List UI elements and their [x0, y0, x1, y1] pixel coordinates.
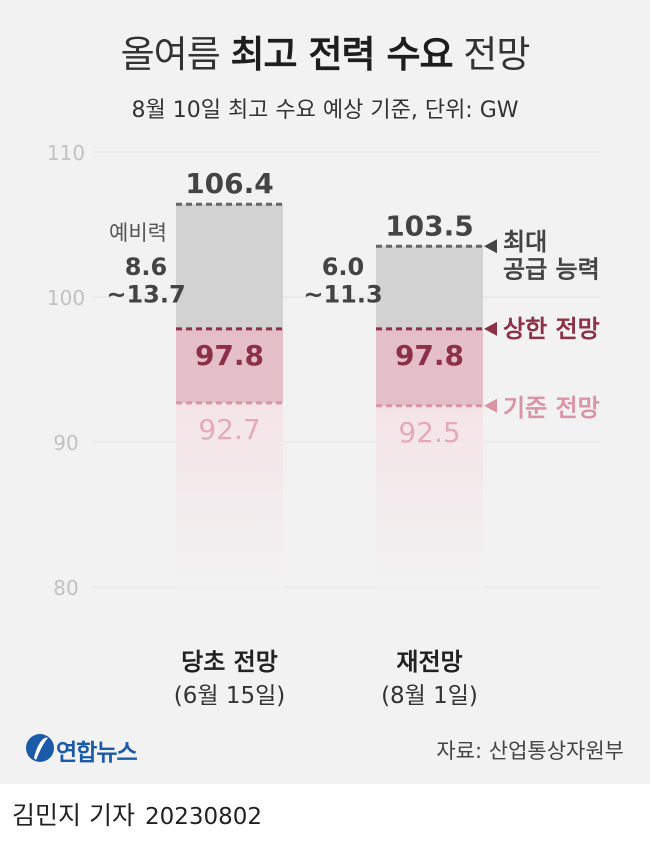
byline: 김민지 기자 20230802: [12, 796, 262, 832]
y-tick-80: 80: [53, 576, 78, 600]
title-part1: 올여름: [120, 33, 231, 76]
supply-bar-0: [176, 204, 283, 329]
title-part2: 전망: [452, 33, 530, 76]
upper-value-0: 97.8: [195, 339, 264, 372]
legend-marker-1: [484, 321, 497, 336]
category-period-1: (8월 1일): [381, 683, 478, 709]
base-bar-1: [376, 405, 483, 587]
reserve-value-1: 6.0 ~11.3: [303, 253, 382, 309]
y-tick-100: 100: [47, 286, 85, 310]
supply-value-1: 103.5: [385, 209, 474, 242]
base-value-0: 92.7: [198, 413, 260, 446]
yonhap-logo-text: 연합뉴스: [56, 740, 138, 766]
base-bar-0: [176, 402, 283, 587]
yonhap-logo-icon: [26, 734, 54, 762]
upper-value-1: 97.8: [395, 339, 464, 372]
data-source: 자료: 산업통상자원부: [436, 739, 624, 763]
chart-title: 올여름 최고 전력 수요 전망: [0, 24, 650, 78]
legend-marker-0: [484, 239, 497, 254]
infographic-card: [0, 0, 650, 784]
bar-chart: 110 100 90 80 106.4 97.8 92.7 당초 전망 (6월 15일) 103.…: [47, 141, 600, 709]
publish-date: 20230802: [144, 804, 263, 830]
supply-value-0: 106.4: [185, 167, 274, 200]
y-tick-110: 110: [47, 141, 85, 165]
category-label-0: 당초 전망: [181, 648, 278, 676]
y-tick-90: 90: [53, 431, 78, 455]
legend-label-0: 최대 공급 능력: [503, 228, 600, 284]
category-period-0: (6월 15일): [174, 683, 285, 709]
supply-bar-1: [376, 246, 483, 329]
category-label-1: 재전망: [396, 648, 462, 676]
legend-label-2: 기준 전망: [503, 394, 600, 422]
chart-subtitle: 8월 10일 최고 수요 예상 기준, 단위: GW: [131, 98, 519, 123]
upper-bar-0: [176, 328, 283, 403]
legend-label-1: 상한 전망: [503, 315, 600, 343]
author: 김민지 기자: [12, 801, 135, 830]
reserve-value-0: 8.6 ~13.7: [106, 253, 185, 309]
reserve-label: 예비력: [109, 221, 167, 245]
title-bold: 최고 전력 수요: [230, 33, 454, 76]
base-value-1: 92.5: [398, 416, 460, 449]
upper-bar-1: [376, 328, 483, 406]
legend-marker-2: [484, 398, 497, 413]
